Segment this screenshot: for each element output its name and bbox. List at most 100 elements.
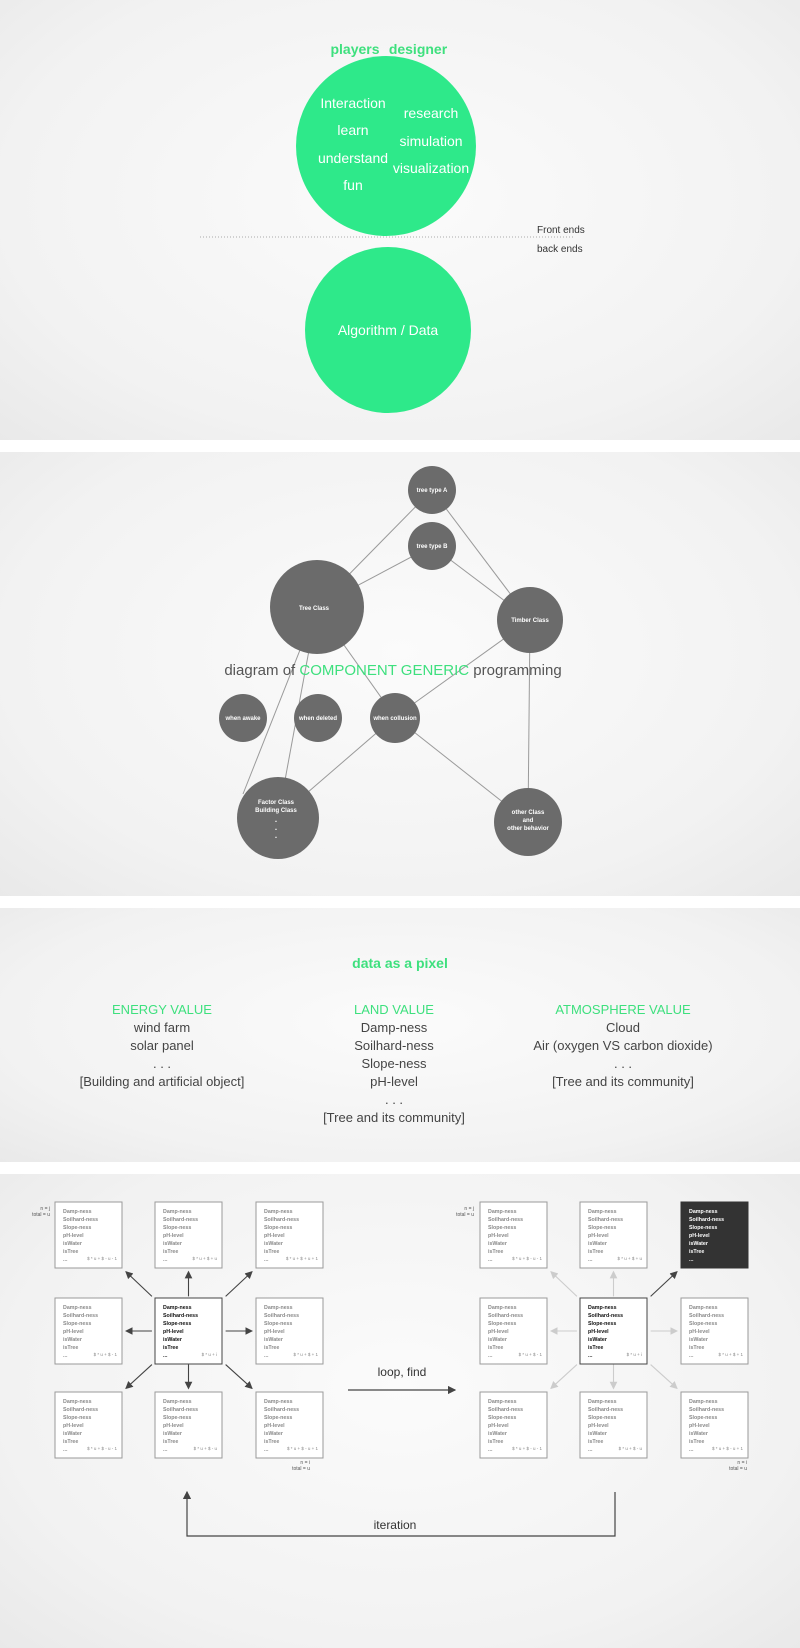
atmosphere-column: ATMOSPHERE VALUE Cloud Air (oxygen VS ca… [503,1001,743,1091]
node-tree-class [270,560,364,654]
front-back-panel: players designer Interaction learn under… [0,0,800,440]
cell-attribute: pH-level [689,1233,710,1239]
back-ends-circle [305,247,471,413]
front-word: Interaction [320,95,385,111]
cell-attribute: isWater [488,1337,507,1343]
cell-attribute: isTree [689,1249,704,1255]
component-diagram-panel: tree type A tree type B Tree Class Timbe… [0,452,800,896]
column-line: pH-level [370,1074,418,1089]
pixel-cell: Damp-ness Soilhard-ness Slope-ness pH-level… [479,1297,548,1365]
cell-attribute: ... [488,1257,493,1263]
cell-formula: $ * u + i [202,1352,217,1357]
cell-attribute: ... [63,1447,68,1453]
neighbor-arrow [550,1271,578,1297]
node-ellipsis: . [275,823,277,832]
pixel-cell: Damp-ness Soilhard-ness Slope-ness pH-level… [680,1297,749,1365]
cell-attribute: pH-level [689,1329,710,1335]
cell-attribute: Slope-ness [63,1225,91,1231]
cell-attribute: isWater [588,1337,607,1343]
cell-attribute: Soilhard-ness [588,1217,623,1223]
cell-attribute: Slope-ness [163,1321,191,1327]
cell-attribute: Damp-ness [163,1305,192,1311]
cell-attribute: ... [163,1257,168,1263]
column-line: Damp-ness [360,1020,428,1035]
node-when-deleted [294,694,342,742]
section-title: data as a pixel [352,955,448,971]
cell-attribute: Slope-ness [63,1415,91,1421]
cell-attribute: Soilhard-ness [63,1313,98,1319]
cell-formula: $ * u + $ - u - 1 [512,1256,542,1261]
node-tree-type-a [408,466,456,514]
pixel-grid-diagram: Damp-ness Soilhard-ness Slope-ness pH-level… [32,1201,749,1537]
cell-attribute: Slope-ness [163,1225,191,1231]
cell-attribute: isWater [264,1431,283,1437]
node-label: tree type B [416,544,448,550]
cell-attribute: pH-level [588,1423,609,1429]
cell-attribute: Slope-ness [689,1321,717,1327]
cell-formula: $ * u + $ + 1 [718,1352,743,1357]
cell-formula: $ * u + $ - 1 [519,1352,543,1357]
cell-attribute: isTree [488,1345,503,1351]
column-line: . . . [152,1056,172,1071]
cell-attribute: Soilhard-ness [163,1407,198,1413]
corner-label: n = j [40,1206,50,1212]
cell-attribute: Damp-ness [63,1305,92,1311]
cell-attribute: isWater [588,1241,607,1247]
cell-attribute: ... [588,1447,593,1453]
cell-attribute: Soilhard-ness [63,1407,98,1413]
cell-attribute: isTree [163,1345,178,1351]
cell-attribute: ... [264,1353,269,1359]
cell-formula: $ * u + $ - u [619,1446,643,1451]
column-heading: LAND VALUE [354,1002,434,1017]
cell-attribute: Damp-ness [488,1305,517,1311]
pixel-cell: Damp-ness Soilhard-ness Slope-ness pH-level… [579,1201,648,1269]
column-heading: ENERGY VALUE [112,1002,212,1017]
column-heading: ATMOSPHERE VALUE [555,1002,691,1017]
role-designer: designer [389,41,448,57]
data-as-pixel-panel: data as a pixel ENERGY VALUE wind farm s… [0,908,800,1162]
node-label: other Class [512,810,545,816]
neighbor-arrow [125,1271,153,1297]
node-label: Building Class [255,808,297,814]
cell-attribute: isTree [63,1439,78,1445]
pixel-cell: Damp-ness Soilhard-ness Slope-ness pH-level… [579,1391,648,1459]
cell-attribute: pH-level [63,1233,84,1239]
cell-attribute: isTree [163,1439,178,1445]
cell-attribute: Slope-ness [488,1321,516,1327]
node-label: other behavior [507,826,549,832]
cell-attribute: ... [588,1257,593,1263]
cell-attribute: Damp-ness [689,1209,718,1215]
cell-attribute: Slope-ness [488,1415,516,1421]
node-label: Factor Class [258,800,295,806]
cell-formula: $ * u + $ + u [617,1256,642,1261]
cell-attribute: isWater [63,1241,82,1247]
front-word: visualization [393,160,469,176]
cell-attribute: Damp-ness [689,1305,718,1311]
pixel-cell: Damp-ness Soilhard-ness Slope-ness pH-level… [255,1391,324,1459]
loop-label: loop, find [378,1365,427,1379]
cell-formula: $ * u + $ + u + 1 [286,1256,319,1261]
cell-attribute: pH-level [264,1233,285,1239]
cell-attribute: isTree [488,1439,503,1445]
cell-attribute: Soilhard-ness [264,1407,299,1413]
cell-attribute: ... [488,1353,493,1359]
cell-attribute: isTree [63,1345,78,1351]
pixel-cell: Damp-ness Soilhard-ness Slope-ness pH-level… [154,1391,223,1459]
cell-attribute: Soilhard-ness [63,1217,98,1223]
pixel-cell: Damp-ness Soilhard-ness Slope-ness pH-level… [255,1297,324,1365]
cell-attribute: Slope-ness [689,1415,717,1421]
front-ends-circle [296,56,476,236]
cell-attribute: isWater [488,1431,507,1437]
column-line: Soilhard-ness [354,1038,434,1053]
pixel-cell: Damp-ness Soilhard-ness Slope-ness pH-level… [154,1201,223,1269]
cell-attribute: Damp-ness [163,1399,192,1405]
cell-attribute: Slope-ness [264,1321,292,1327]
cell-attribute: isTree [689,1345,704,1351]
cell-attribute: isWater [163,1241,182,1247]
land-column: LAND VALUE Damp-ness Soilhard-ness Slope… [274,1001,514,1127]
back-circle-label: Algorithm / Data [338,322,439,338]
cell-attribute: ... [163,1447,168,1453]
node-timber-class [497,587,563,653]
cell-formula: $ * u + $ - u + 1 [712,1446,744,1451]
diagram-title: diagram of COMPONENT GENERIC programming [224,662,561,679]
